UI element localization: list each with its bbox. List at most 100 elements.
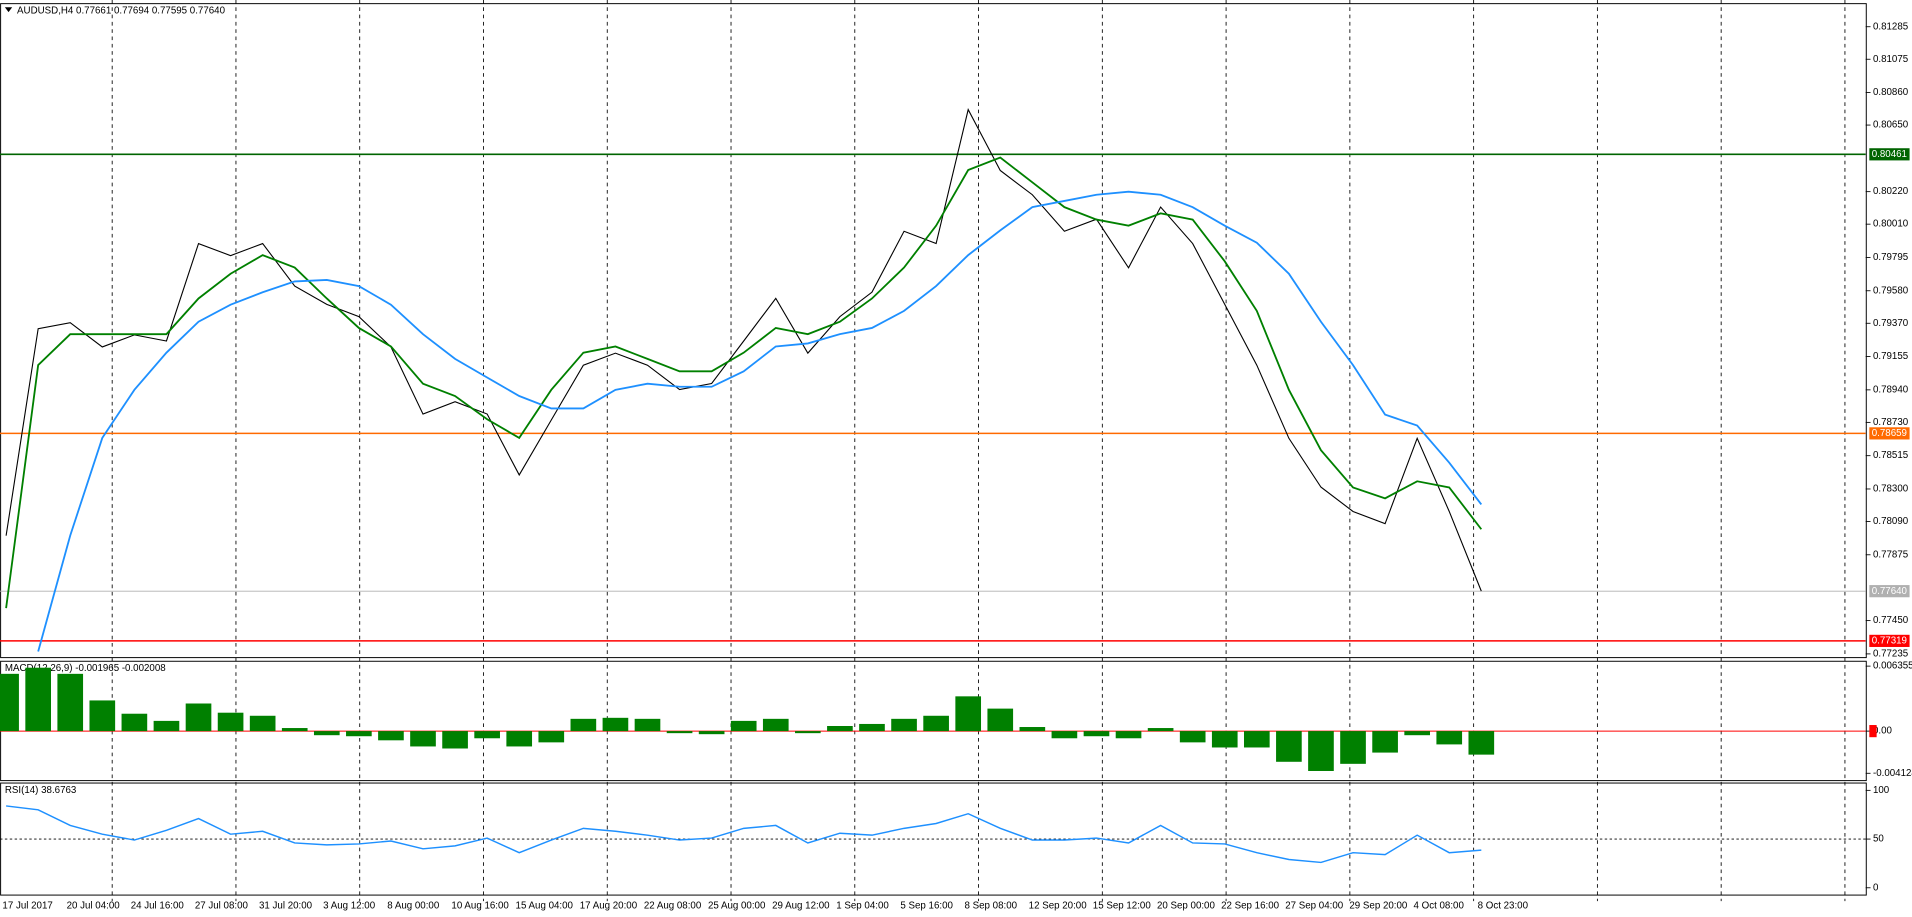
menu-arrow[interactable] — [4, 7, 13, 13]
histogram-bar — [474, 731, 500, 739]
histogram-bar — [153, 720, 180, 732]
price-tag — [1869, 634, 1910, 647]
price-tag-label: 0.77640 — [1872, 586, 1908, 597]
x-tick-label: 20 Jul 04:00 — [67, 901, 121, 912]
y-tick-label: 100 — [1873, 785, 1890, 796]
y-tick-label: 0.81285 — [1873, 21, 1908, 32]
y-tick-label: 0.79370 — [1873, 318, 1909, 329]
y-tick-label: 0.80860 — [1873, 87, 1909, 98]
x-tick-label: 20 Sep 00:00 — [1157, 901, 1216, 912]
histogram-bar — [1147, 728, 1174, 732]
x-tick-label: 3 Aug 12:00 — [323, 901, 376, 912]
x-tick-label: 8 Sep 08:00 — [965, 901, 1018, 912]
histogram-bar — [570, 718, 597, 732]
x-tick-label: 31 Jul 20:00 — [259, 901, 313, 912]
y-tick-label: 0.78300 — [1873, 484, 1909, 495]
x-tick-label: 10 Aug 16:00 — [451, 901, 509, 912]
histogram-bar — [827, 725, 853, 732]
y-tick-label: 0.80220 — [1873, 186, 1909, 197]
histogram-bar — [378, 731, 404, 741]
y-tick-label: 0.00 — [1873, 726, 1893, 737]
histogram-bar — [1372, 731, 1398, 753]
histogram-bar — [410, 731, 436, 747]
histogram-bar — [1115, 731, 1142, 739]
x-tick-label: 27 Jul 08:00 — [195, 901, 249, 912]
y-tick-label: -0.004124 — [1873, 768, 1912, 779]
price-tag-label: 0.77319 — [1872, 635, 1907, 646]
x-tick-label: 25 Aug 00:00 — [708, 901, 766, 912]
histogram-bar — [506, 731, 533, 747]
y-tick-label: 0.78730 — [1873, 417, 1909, 428]
price-tag — [1869, 148, 1910, 161]
histogram-bar — [1436, 731, 1463, 745]
histogram-bar — [859, 723, 885, 732]
histogram-bar — [1211, 731, 1238, 748]
y-tick-label: 0.78940 — [1873, 384, 1909, 395]
histogram-bar — [1276, 731, 1302, 762]
price-tag — [1869, 427, 1910, 440]
x-tick-label: 27 Sep 04:00 — [1285, 901, 1344, 912]
panel-title: MACD(12,26,9) -0.001965 -0.002008 — [5, 663, 166, 674]
histogram-bar — [1179, 731, 1206, 743]
series-line — [5, 108, 1482, 592]
y-tick-label: 0.77235 — [1873, 648, 1908, 659]
y-tick-label: 0.79580 — [1873, 285, 1909, 296]
x-tick-label: 1 Sep 04:00 — [836, 901, 889, 912]
y-tick-label: 0.80010 — [1873, 219, 1909, 230]
histogram-bar — [1468, 731, 1495, 755]
price-tag — [1869, 585, 1910, 598]
histogram-bar — [923, 715, 949, 732]
histogram-bar — [795, 731, 821, 734]
series-line — [37, 190, 1483, 652]
histogram-bar — [1051, 731, 1078, 739]
panel-title: RSI(14) 38.6763 — [5, 785, 76, 796]
y-tick-label: 0.78515 — [1873, 450, 1908, 461]
y-tick-label: 0 — [1873, 882, 1879, 893]
y-tick-label: 0.78090 — [1873, 516, 1909, 527]
histogram-bar — [1308, 731, 1334, 771]
price-tag-label: 0.78659 — [1872, 428, 1907, 439]
x-tick-label: 17 Aug 20:00 — [580, 901, 638, 912]
histogram-bar — [987, 708, 1014, 732]
histogram-bar — [1019, 727, 1046, 732]
histogram-bar — [281, 728, 308, 732]
histogram-bar — [185, 703, 212, 732]
y-tick-label: 0.79155 — [1873, 351, 1908, 362]
y-tick-label: 0.80650 — [1873, 120, 1909, 131]
histogram-bar — [634, 718, 661, 732]
x-tick-label: 22 Aug 08:00 — [644, 901, 702, 912]
histogram-bar — [1083, 731, 1110, 737]
histogram-bar — [249, 715, 276, 732]
y-tick-label: 0.77450 — [1873, 615, 1909, 626]
histogram-bar — [602, 717, 629, 732]
y-tick-label: 0.77875 — [1873, 549, 1908, 560]
series-line — [6, 805, 1482, 864]
histogram-bar — [121, 713, 148, 732]
chart-title: AUDUSD,H4 0.77661 0.77694 0.77595 0.7764… — [17, 6, 226, 17]
histogram-bar — [730, 720, 757, 732]
x-tick-label: 4 Oct 08:00 — [1414, 901, 1465, 912]
x-tick-label: 29 Sep 20:00 — [1349, 901, 1408, 912]
x-tick-label: 29 Aug 12:00 — [772, 901, 830, 912]
histogram-bar — [25, 667, 51, 732]
x-tick-label: 8 Oct 23:00 — [1478, 901, 1529, 912]
histogram-bar — [1243, 731, 1270, 748]
panel-frame — [0, 3, 1867, 659]
histogram-bar — [538, 731, 565, 743]
histogram-bar — [955, 696, 982, 732]
level-tag — [1869, 725, 1877, 738]
histogram-bar — [89, 700, 116, 732]
histogram-bar — [1404, 731, 1431, 736]
histogram-bar — [57, 673, 84, 732]
x-tick-label: 17 Jul 2017 — [2, 901, 52, 912]
histogram-bar — [217, 712, 244, 732]
histogram-bar — [313, 731, 340, 736]
x-tick-label: 22 Sep 16:00 — [1221, 901, 1280, 912]
x-tick-label: 8 Aug 00:00 — [387, 901, 440, 912]
y-tick-label: 0.006355 — [1873, 661, 1912, 672]
histogram-bar — [346, 731, 372, 737]
histogram-bar — [891, 718, 917, 732]
